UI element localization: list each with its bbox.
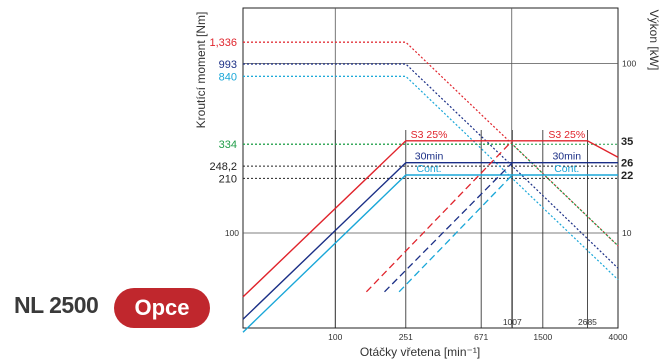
torque-level-label: 1,336 (209, 37, 237, 49)
series-label: S3 25% (411, 129, 448, 141)
x-tick-label: 251 (399, 332, 413, 342)
power-level-label: 35 (621, 136, 633, 148)
torque-level-label: 993 (219, 59, 237, 71)
power-curve-navy (242, 162, 618, 320)
x-tick-label: 4000 (609, 332, 628, 342)
torque-curve-green (243, 143, 619, 247)
y-left-tick-label: 100 (225, 228, 239, 238)
series-label: 30min (415, 151, 444, 163)
x-tick-label: 671 (474, 332, 488, 342)
y-axis-left-label: Kroutící moment [Nm] (194, 12, 208, 129)
chart-grid (242, 7, 619, 329)
y-axis-right-label: Výkon [kW] (647, 10, 661, 71)
option-badge[interactable]: Opce (114, 288, 210, 328)
dashed-power-navy (384, 162, 513, 293)
x-axis-label: Otáčky vřetena [min⁻¹] (360, 345, 480, 359)
torque-curves (243, 41, 619, 281)
x-tick-label: 1007 (503, 317, 522, 327)
series-label: 30min (552, 151, 581, 163)
torque-level-label: 840 (219, 71, 237, 83)
dashed-power-cyan (398, 174, 513, 293)
torque-curve-cyan (243, 75, 619, 281)
power-curves (242, 140, 619, 333)
dashed-power-red (365, 140, 513, 293)
torque-level-label: 248,2 (209, 161, 237, 173)
torque-curve-red (243, 41, 619, 247)
series-label: Cont. (417, 163, 442, 175)
torque-curve-navy (243, 63, 619, 269)
series-label: Cont. (554, 163, 579, 175)
torque-level-label: 210 (219, 173, 237, 185)
series-label: S3 25% (548, 129, 585, 141)
chart-labels: 100 251 671 1007 1500 2685 4000 100 10 100 1,336 99… (209, 37, 636, 342)
power-level-label: 22 (621, 170, 633, 182)
x-tick-label: 2685 (578, 317, 597, 327)
y-right-tick-label: 100 (622, 59, 636, 69)
x-tick-label: 1500 (533, 332, 552, 342)
torque-level-label: 334 (219, 139, 237, 151)
power-curve-cyan (242, 174, 618, 333)
model-title: NL 2500 (14, 292, 99, 318)
power-level-label: 26 (621, 158, 633, 170)
x-tick-label: 100 (328, 332, 342, 342)
y-right-tick-label: 10 (622, 228, 632, 238)
power-curve-red (242, 140, 619, 298)
